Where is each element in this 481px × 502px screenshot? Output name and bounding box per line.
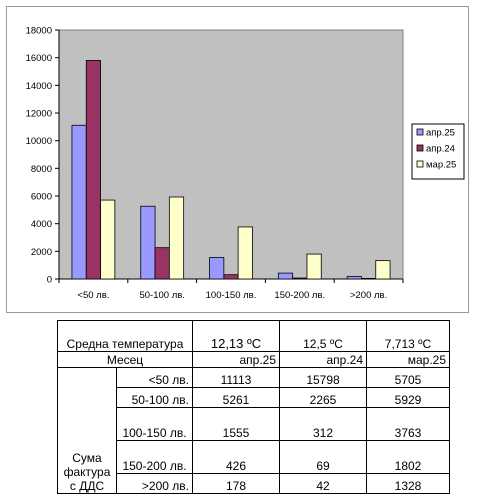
month-label: Месец	[57, 351, 193, 368]
range-label: 50-100 лв.	[116, 387, 193, 408]
table-cell: 3763	[366, 407, 450, 441]
table-cell: 42	[279, 473, 367, 494]
x-tick-label: 50-100 лв.	[139, 290, 184, 301]
table-row: 150-200 лв. 426 69 1802	[58, 440, 450, 474]
legend-label: мар.25	[426, 160, 456, 171]
x-tick-label: 100-150 лв.	[206, 290, 257, 301]
table-row: 100-150 лв. 1555 312 3763	[58, 407, 450, 441]
legend-box	[411, 123, 465, 180]
legend-label: апр.25	[426, 128, 455, 139]
temperature-row: Средна температура 12,13 ºC 12,5 ºC 7,71…	[57, 320, 450, 352]
y-tick-label: 6000	[31, 192, 52, 203]
table-cell: 11113	[192, 367, 280, 388]
y-tick-label: 8000	[31, 164, 52, 175]
table-cell: 5261	[192, 387, 280, 408]
bar	[85, 60, 101, 280]
y-tick-label: 12000	[26, 109, 52, 120]
month-row: Месец апр.25 апр.24 мар.25	[57, 351, 450, 368]
y-tick-label: 18000	[26, 26, 52, 37]
y-tick-label: 2000	[31, 247, 52, 258]
bar	[100, 199, 116, 280]
bar	[375, 260, 391, 280]
legend-swatch	[416, 144, 424, 152]
range-label: >200 лв.	[116, 473, 193, 494]
bar	[71, 124, 87, 280]
range-label: 150-200 лв.	[116, 440, 193, 474]
temperature-label: Средна температура	[57, 320, 193, 352]
bar	[346, 276, 362, 280]
table-cell: 1328	[366, 473, 450, 494]
chart-container: 0 2000 4000 6000 8000 10000 12000 14000 16000 180…	[6, 6, 469, 313]
table-cell: 15798	[279, 367, 367, 388]
table-cell: 69	[279, 440, 367, 474]
bar	[292, 277, 308, 280]
bar	[154, 247, 170, 280]
bar-chart: 0 2000 4000 6000 8000 10000 12000 14000 16000 180…	[26, 26, 465, 301]
y-tick-label: 4000	[31, 219, 52, 230]
x-tick-label: 150-200 лв.	[274, 290, 325, 301]
bar	[209, 257, 225, 280]
x-tick-label: <50 лв.	[77, 290, 109, 301]
table-cell: 5929	[366, 387, 450, 408]
table-cell: 178	[192, 473, 280, 494]
range-label: 100-150 лв.	[116, 407, 193, 441]
y-tick-label: 16000	[26, 53, 52, 64]
bar	[361, 278, 377, 280]
bar	[168, 196, 185, 280]
legend-swatch	[416, 128, 424, 136]
bar	[237, 226, 253, 280]
data-table: Средна температура 12,13 ºC 12,5 ºC 7,71…	[57, 320, 450, 494]
legend-label: апр.24	[426, 144, 455, 155]
bar	[277, 272, 294, 280]
bar	[223, 274, 239, 280]
plot-area	[58, 29, 404, 280]
table-cell: 1555	[192, 407, 280, 441]
table-row: >200 лв. 178 42 1328	[58, 473, 450, 494]
table-row: Сума фактура с ДДС <50 лв. 11113 15798 5…	[57, 367, 450, 494]
table-cell: 312	[279, 407, 367, 441]
table-cell: 1802	[366, 440, 450, 474]
table-cell: 5705	[366, 367, 450, 388]
temperature-value: 12,5 ºC	[279, 320, 367, 352]
table-row: 50-100 лв. 5261 2265 5929	[58, 387, 450, 408]
bar	[306, 253, 322, 280]
legend-swatch	[416, 160, 424, 168]
x-tick-label: >200 лв.	[350, 290, 387, 301]
month-header: апр.24	[279, 351, 367, 368]
y-tick-label: 10000	[26, 136, 52, 147]
month-header: апр.25	[192, 351, 280, 368]
y-tick-label: 0	[47, 275, 52, 286]
temperature-value: 7,713 ºC	[366, 320, 450, 352]
temperature-value: 12,13 ºC	[192, 320, 280, 352]
table-cell: 426	[192, 440, 280, 474]
table-cell: 2265	[279, 387, 367, 408]
month-header: мар.25	[366, 351, 450, 368]
y-tick-label: 14000	[26, 81, 52, 92]
range-label: <50 лв.	[116, 367, 193, 388]
group-label: Сума фактура с ДДС	[57, 367, 117, 494]
bar	[140, 205, 156, 280]
